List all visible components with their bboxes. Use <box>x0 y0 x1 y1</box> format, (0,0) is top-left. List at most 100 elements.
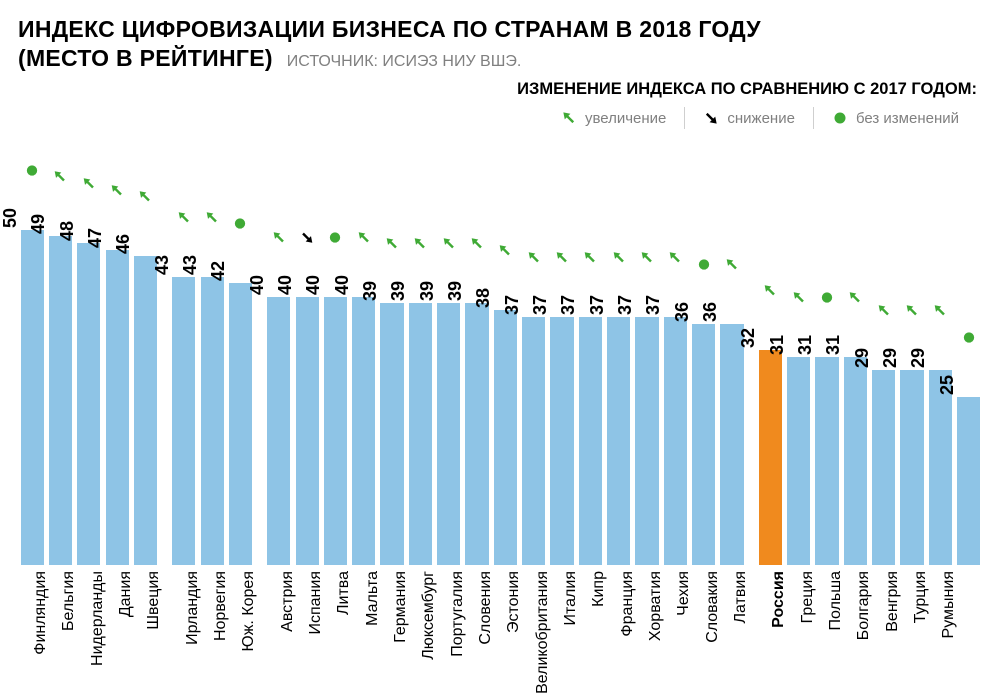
x-label-slot: Турция <box>898 569 926 679</box>
x-label-slot: Болгария <box>841 569 869 679</box>
x-label-slot: Юж. Корея <box>226 569 254 679</box>
arrow-up-icon <box>271 230 286 245</box>
x-label-slot: Испания <box>293 569 321 679</box>
bar-slot: 37 <box>605 135 633 565</box>
bar-slot: 25 <box>955 135 983 565</box>
bar: 37 <box>550 317 573 565</box>
bar-slot: 37 <box>576 135 604 565</box>
x-label-slot: Россия <box>756 569 784 679</box>
bar-slot: 37 <box>548 135 576 565</box>
bar-slot: 39 <box>378 135 406 565</box>
bar-slot: 29 <box>926 135 954 565</box>
arrow-up-icon <box>176 210 191 225</box>
bar-value-label: 40 <box>332 275 353 297</box>
x-label-slot: Чехия <box>661 569 689 679</box>
arrow-up-icon <box>498 243 513 258</box>
bar-slot: 38 <box>491 135 519 565</box>
x-label-slot: Дания <box>103 569 131 679</box>
x-label-slot: Великобритания <box>520 569 548 679</box>
bar: 31 <box>787 357 810 565</box>
bar: 25 <box>957 397 980 565</box>
bar-slot: 43 <box>170 135 198 565</box>
circle-icon <box>233 216 248 231</box>
bar-value-label: 39 <box>388 281 409 303</box>
x-label-slot: Мальта <box>350 569 378 679</box>
circle-icon <box>820 290 835 305</box>
bar-slot: 48 <box>75 135 103 565</box>
bar: 40 <box>352 297 375 565</box>
x-label: Юж. Корея <box>240 571 258 651</box>
chart-title-line1: ИНДЕКС ЦИФРОВИЗАЦИИ БИЗНЕСА ПО СТРАНАМ В… <box>18 16 983 43</box>
x-label-slot: Кипр <box>576 569 604 679</box>
bar: 38 <box>494 310 517 565</box>
x-label-slot: Финляндия <box>18 569 46 679</box>
x-label-slot: Португалия <box>435 569 463 679</box>
circle-icon <box>696 257 711 272</box>
bar-value-label: 43 <box>152 255 173 277</box>
arrow-up-icon <box>725 257 740 272</box>
bar: 47 <box>106 250 129 565</box>
bar-value-label: 37 <box>530 295 551 317</box>
bar-slot: 40 <box>265 135 293 565</box>
bar: 40 <box>324 297 347 565</box>
circle-icon <box>328 230 343 245</box>
bar: 37 <box>664 317 687 565</box>
x-label-slot: Словения <box>463 569 491 679</box>
bar: 43 <box>172 277 195 565</box>
bar-value-label: 42 <box>208 261 229 283</box>
chart-title-line2: (МЕСТО В РЕЙТИНГЕ) <box>18 45 273 72</box>
bar: 29 <box>929 370 952 565</box>
bar-value-label: 36 <box>700 301 721 323</box>
bar-slot: 42 <box>226 135 254 565</box>
bar: 40 <box>267 297 290 565</box>
bar: 36 <box>692 324 715 565</box>
arrow-up-icon <box>53 169 68 184</box>
arrow-up-icon <box>763 283 778 298</box>
arrow-up-icon <box>640 250 655 265</box>
bar-value-label: 38 <box>473 288 494 310</box>
legend-label-decrease: снижение <box>727 110 795 127</box>
bar-value-label: 39 <box>417 281 438 303</box>
bar-value-label: 29 <box>852 348 873 370</box>
x-label-slot: Греция <box>785 569 813 679</box>
arrow-up-icon <box>905 303 920 318</box>
bar: 37 <box>579 317 602 565</box>
x-label-slot: Румыния <box>926 569 954 679</box>
bar: 39 <box>465 303 488 565</box>
arrow-down-icon <box>300 230 315 245</box>
bar: 50 <box>21 230 44 565</box>
bar-value-label: 37 <box>615 295 636 317</box>
bar-slot: 37 <box>633 135 661 565</box>
bar: 39 <box>437 303 460 565</box>
arrow-up-icon <box>205 210 220 225</box>
arrow-up-icon <box>583 250 598 265</box>
bar-slot: 49 <box>46 135 74 565</box>
bar-slot: 39 <box>435 135 463 565</box>
bar-value-label: 37 <box>587 295 608 317</box>
bar: 29 <box>872 370 895 565</box>
arrow-up-icon <box>555 250 570 265</box>
x-label-slot: Люксембург <box>406 569 434 679</box>
bar: 46 <box>134 256 157 565</box>
bar-slot: 46 <box>131 135 159 565</box>
bar: 49 <box>49 236 72 565</box>
bar-value-label: 40 <box>275 275 296 297</box>
legend-label-nochange: без изменений <box>856 110 959 127</box>
arrow-down-icon <box>703 110 719 126</box>
x-label-slot: Бельгия <box>46 569 74 679</box>
x-label-slot: Норвегия <box>198 569 226 679</box>
bar-slot: 40 <box>321 135 349 565</box>
bar: 36 <box>720 324 743 565</box>
bar-slot: 40 <box>293 135 321 565</box>
bar-value-label: 37 <box>558 295 579 317</box>
arrow-up-icon <box>791 290 806 305</box>
legend-heading: ИЗМЕНЕНИЕ ИНДЕКСА ПО СРАВНЕНИЮ С 2017 ГО… <box>18 80 983 99</box>
bar-value-label: 48 <box>57 221 78 243</box>
legend-item-increase: увеличение <box>543 110 684 127</box>
x-label-slot: Эстония <box>491 569 519 679</box>
x-axis-labels: ФинляндияБельгияНидерландыДанияШвецияИрл… <box>18 569 983 679</box>
arrow-up-icon <box>561 110 577 126</box>
arrow-up-icon <box>441 236 456 251</box>
legend-label-increase: увеличение <box>585 110 666 127</box>
bar-value-label: 49 <box>28 214 49 236</box>
